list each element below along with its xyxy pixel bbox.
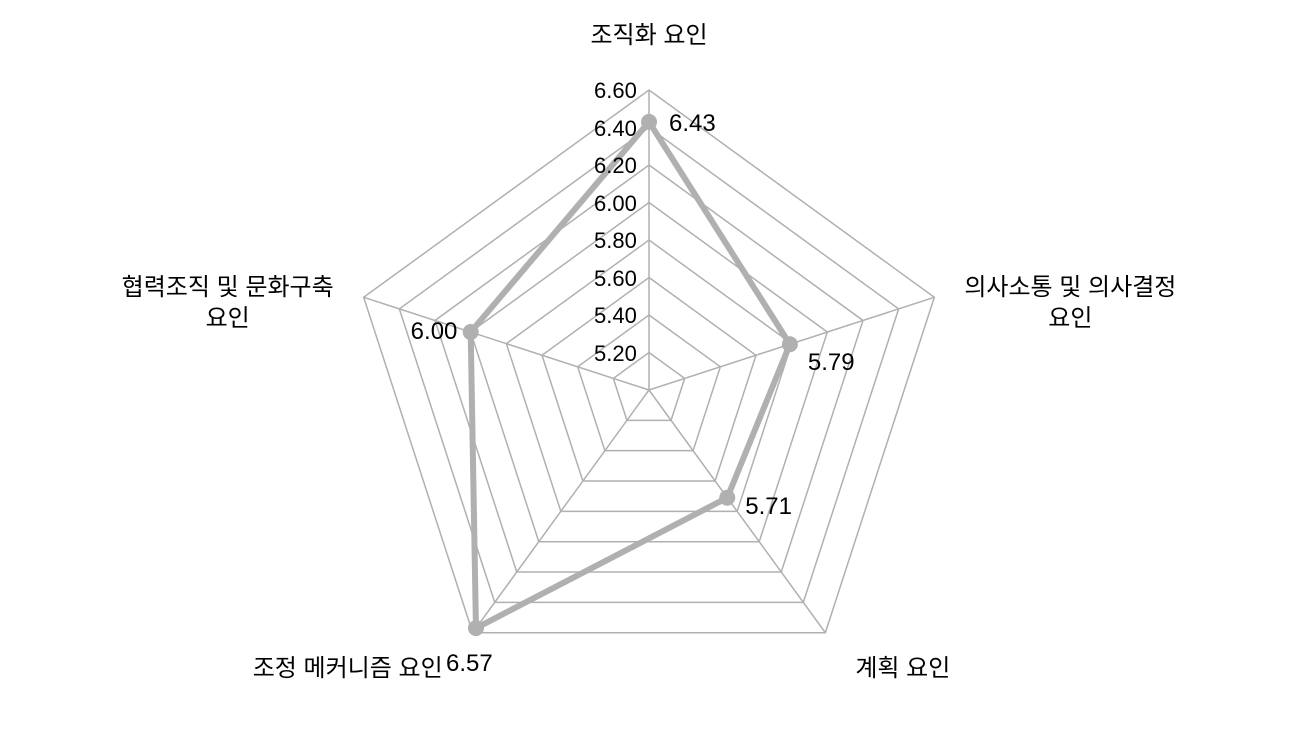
tick-label: 5.40 [594, 303, 637, 329]
data-value-label: 6.00 [411, 318, 458, 346]
tick-label: 6.60 [594, 78, 637, 104]
data-value-label: 6.57 [446, 650, 493, 678]
tick-label: 6.20 [594, 153, 637, 179]
data-value-label: 6.43 [669, 110, 716, 138]
axis-label: 의사소통 및 의사결정 요인 [964, 272, 1176, 334]
axis-label: 계획 요인 [855, 653, 950, 684]
tick-label: 6.00 [594, 191, 637, 217]
axis-label: 협력조직 및 문화구축 요인 [122, 272, 334, 334]
axis-label: 조정 메커니즘 요인 [253, 653, 443, 684]
radar-svg [0, 0, 1299, 752]
radar-chart: 6.60 6.40 6.20 6.00 5.80 5.60 5.40 5.20 조직화 요인의사… [0, 0, 1299, 752]
tick-label: 5.80 [594, 228, 637, 254]
tick-label: 5.20 [594, 341, 637, 367]
data-value-label: 5.79 [808, 349, 855, 377]
tick-label: 6.40 [594, 116, 637, 142]
axis-label: 조직화 요인 [569, 20, 729, 51]
tick-label: 5.60 [594, 266, 637, 292]
data-value-label: 5.71 [745, 493, 792, 521]
